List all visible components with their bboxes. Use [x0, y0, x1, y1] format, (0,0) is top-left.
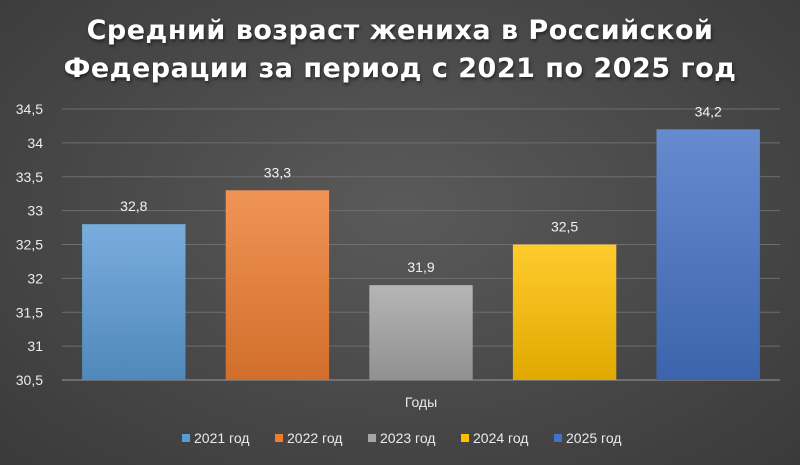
data-label: 32,8 — [120, 198, 147, 214]
y-tick-label: 33,5 — [16, 169, 43, 185]
legend-label: 2024 год — [473, 430, 528, 446]
legend-swatch — [275, 434, 283, 442]
chart-title-line-1: Средний возраст жениха в Российской — [86, 15, 714, 46]
y-tick-label: 33 — [27, 203, 43, 219]
x-axis-title: Годы — [405, 394, 437, 410]
data-label: 33,3 — [264, 164, 291, 180]
data-labels: 32,8 33,3 31,9 32,5 34,2 — [120, 103, 722, 275]
data-label: 34,2 — [695, 103, 722, 119]
y-tick-label: 31 — [27, 338, 43, 354]
legend-swatch — [554, 434, 562, 442]
y-tick-label: 32,5 — [16, 237, 43, 253]
chart-title: Средний возраст жениха в Российской Феде… — [0, 12, 800, 88]
legend-label: 2025 год — [566, 430, 621, 446]
legend-swatch — [461, 434, 469, 442]
chart-title-line-2: Федерации за период с 2021 по 2025 год — [63, 53, 737, 84]
bars — [82, 129, 760, 380]
y-tick-label: 34 — [27, 135, 43, 151]
bar-1 — [82, 224, 186, 380]
y-axis-ticks: 30,5 31 31,5 32 32,5 33 33,5 34 34,5 — [16, 101, 43, 388]
legend-label: 2021 год — [194, 430, 249, 446]
data-label: 31,9 — [407, 259, 434, 275]
y-tick-label: 30,5 — [16, 372, 43, 388]
legend: 2021 год 2022 год 2023 год 2024 год 2025 год — [182, 430, 621, 446]
y-tick-label: 34,5 — [16, 101, 43, 117]
legend-label: 2023 год — [380, 430, 435, 446]
bar-2 — [225, 190, 330, 380]
legend-swatch — [182, 434, 190, 442]
bar-5 — [656, 129, 760, 380]
y-tick-label: 31,5 — [16, 304, 43, 320]
legend-swatch — [368, 434, 376, 442]
bar-3 — [369, 285, 473, 380]
bar-4 — [512, 244, 617, 380]
legend-label: 2022 год — [287, 430, 342, 446]
y-tick-label: 32 — [27, 270, 43, 286]
data-label: 32,5 — [551, 219, 578, 235]
